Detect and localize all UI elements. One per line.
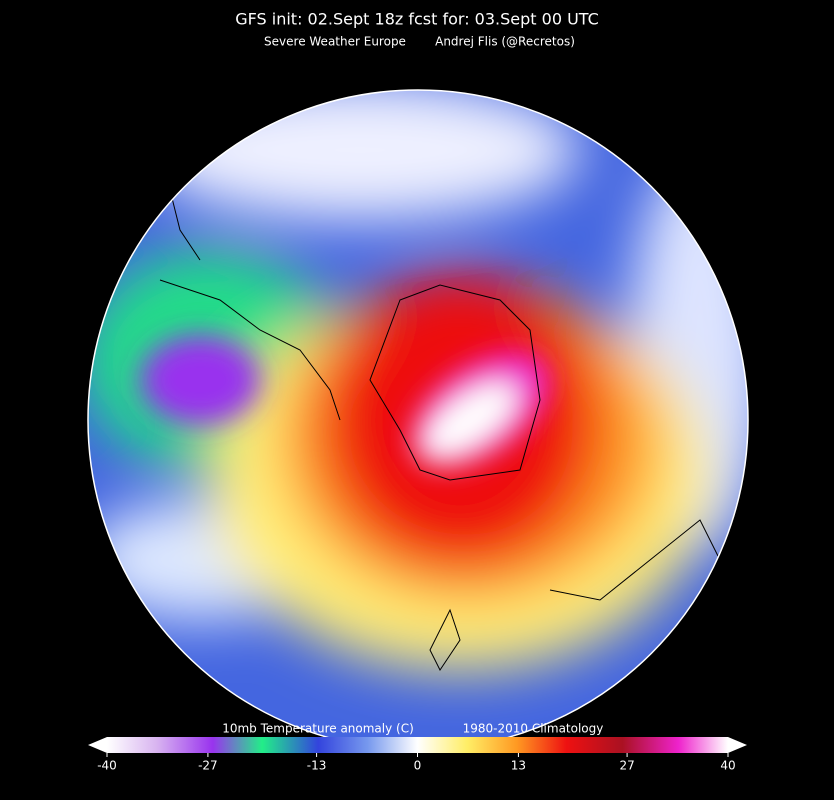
map <box>88 90 748 750</box>
title: GFS init: 02.Sept 18z fcst for: 03.Sept … <box>235 10 599 29</box>
colorbar-arrow <box>88 737 107 753</box>
tick-label: 27 <box>619 759 634 773</box>
colorbar-climatology: 1980-2010 Climatology <box>463 722 604 736</box>
tick-label: 40 <box>720 759 735 773</box>
colorbar-label: 10mb Temperature anomaly (C) <box>222 722 414 736</box>
tick-label: -13 <box>307 759 327 773</box>
colorbar-ticks: -40 -27 -13 0 13 27 40 <box>97 753 736 773</box>
tick-label: -40 <box>97 759 117 773</box>
colorbar-arrow <box>728 737 747 753</box>
credit: Severe Weather Europe <box>264 35 406 49</box>
tick-label: 13 <box>511 759 526 773</box>
tick-label: 0 <box>414 759 422 773</box>
colorbar <box>107 737 728 753</box>
tick-label: -27 <box>198 759 218 773</box>
credit: Andrej Flis (@Recretos) <box>435 35 575 49</box>
